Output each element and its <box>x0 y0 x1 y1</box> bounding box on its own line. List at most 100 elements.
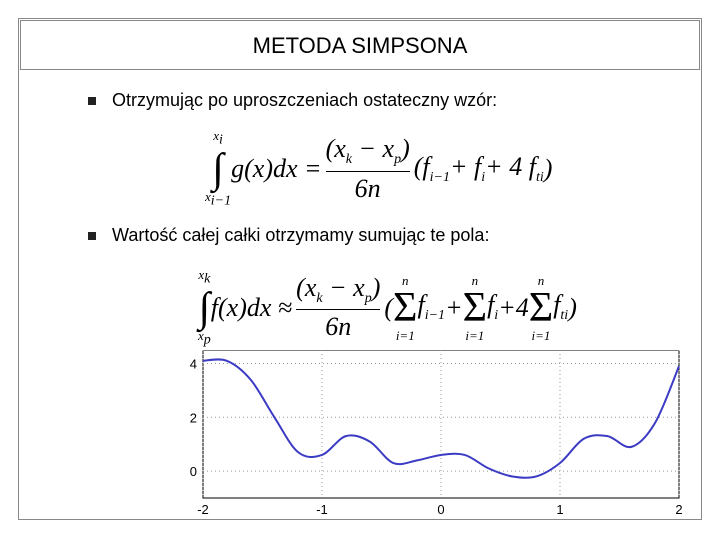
integrand: f(x)dx ≈ <box>210 292 293 322</box>
formula-subscript: k <box>316 291 323 307</box>
formula-text: x <box>198 327 204 343</box>
formula-piece: − xp <box>322 272 372 306</box>
formula-text: (f <box>413 151 430 181</box>
x-tick-label: 0 <box>437 502 444 517</box>
plot-area <box>202 350 680 499</box>
x-tick-label: -2 <box>197 502 209 517</box>
formula-subscript: i <box>219 133 223 148</box>
formula-piece: + fi <box>450 152 485 186</box>
formula-piece: ( <box>384 293 393 323</box>
sum-upper: n <box>402 272 409 288</box>
y-tick-label: 0 <box>190 464 197 479</box>
sum-lower: i=1 <box>395 327 415 343</box>
x-tick-label: -1 <box>316 502 328 517</box>
formula-text: (x <box>325 134 346 164</box>
formula-text: + f <box>450 151 482 181</box>
formula-text: f <box>553 290 561 320</box>
sum-sign: Σ <box>393 284 418 331</box>
slide-frame <box>18 18 702 520</box>
y-tick-label: 2 <box>190 410 197 425</box>
formula-subscript: ti <box>535 170 544 186</box>
bullet-marker <box>88 97 96 105</box>
formula-text: ) <box>401 134 410 164</box>
title: METODA SIMPSONA <box>20 20 700 70</box>
formula-subscript: p <box>364 291 372 307</box>
formula-text: f <box>487 290 495 320</box>
formula-piece: + 4 fti <box>485 152 544 186</box>
integral: xk ∫ xp <box>198 268 211 347</box>
formula-piece: (fi−1 <box>414 152 450 186</box>
formula-piece: (xk <box>296 272 322 306</box>
chart: 0 2 4 -2 -1 0 1 2 <box>190 350 683 517</box>
formula-text: f <box>417 290 425 320</box>
x-tick-label: 1 <box>556 502 563 517</box>
fraction: (xk − xp) 6n <box>325 134 410 203</box>
fraction-bar <box>296 309 381 311</box>
formula-text: (x <box>296 272 317 302</box>
formula-subscript: k <box>204 271 211 287</box>
denominator: 6n <box>325 312 352 342</box>
formula: xi ∫ xi−1 g(x)dx = (xk − xp) 6n (fi−1 + fi + 4… <box>197 125 605 213</box>
formula-piece: xi−1 <box>205 190 231 209</box>
y-tick-label: 4 <box>190 356 197 371</box>
formula-text: +4 <box>498 292 529 322</box>
sum-lower: i=1 <box>465 327 485 343</box>
formula-piece: (xk <box>325 134 352 167</box>
formula-text: − x <box>322 272 365 302</box>
formula-piece: fi−1 <box>417 290 445 324</box>
bullet-text: Wartość całej całki otrzymamy sumując te… <box>112 225 490 245</box>
formula-text: ) <box>543 154 553 183</box>
integral-sign: ∫ <box>198 284 211 331</box>
sum-sign: Σ <box>528 284 554 331</box>
formula-piece: xi <box>213 129 223 148</box>
denominator: 6n <box>354 173 381 203</box>
integral-sign: ∫ <box>212 146 224 192</box>
formula-piece: +4 <box>498 293 529 323</box>
x-tick-label: 2 <box>675 502 682 517</box>
formula-text: + <box>445 292 463 322</box>
formula-subscript: k <box>345 152 352 168</box>
formula-text: + 4 f <box>485 151 536 181</box>
curve <box>202 358 680 479</box>
formula-subscript: ti <box>560 308 569 324</box>
bullet-text: Otrzymując po uproszczeniach ostateczny … <box>112 90 498 110</box>
formula-piece: fti <box>553 290 568 324</box>
formula-piece: − xp <box>352 134 402 167</box>
formula-subscript: i−1 <box>210 193 232 209</box>
formula-text: x <box>198 266 205 282</box>
formula-text: ) <box>371 272 381 302</box>
sum-upper: n <box>471 272 479 288</box>
integrand: g(x)dx = <box>231 154 322 183</box>
formula-subscript: p <box>203 332 211 348</box>
formula-piece: + <box>445 293 463 323</box>
sum-sign: Σ <box>462 284 488 331</box>
formula-text: x <box>213 128 219 144</box>
numerator: (xk − xp) <box>296 273 380 307</box>
formula-subscript: p <box>394 152 402 168</box>
formula-subscript: i <box>494 308 499 324</box>
formula-text: ) <box>568 292 577 322</box>
formula-text: − x <box>352 134 395 164</box>
formula-piece: xp <box>198 329 211 348</box>
formula-piece: ) <box>401 134 410 163</box>
sum-lower: i=1 <box>531 327 551 343</box>
formula-subscript: i <box>481 170 486 186</box>
formula-piece: fi <box>487 290 498 324</box>
bullet-marker <box>88 232 96 240</box>
formula-piece: ) <box>544 154 553 184</box>
fraction-bar <box>325 170 410 172</box>
formula-text: ( <box>384 292 394 322</box>
integral: xi ∫ xi−1 <box>205 129 231 208</box>
numerator: (xk − xp) <box>326 134 410 168</box>
sum-upper: n <box>537 272 545 288</box>
formula-piece: ) <box>568 293 577 323</box>
fraction: (xk − xp) 6n <box>296 273 381 342</box>
formula-piece: ) <box>372 273 381 302</box>
formula-subscript: i−1 <box>429 170 450 186</box>
formula-subscript: i−1 <box>424 308 446 324</box>
formula-text: x <box>205 189 211 204</box>
